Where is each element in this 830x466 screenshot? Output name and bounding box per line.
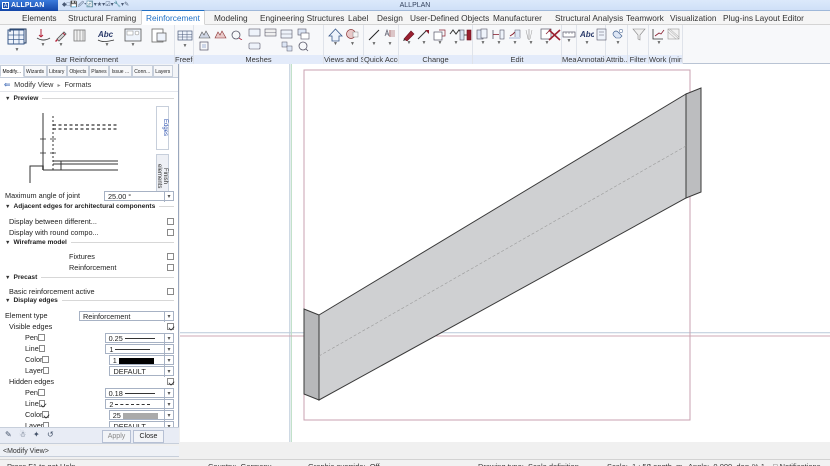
svg-text:Abc: Abc — [97, 30, 114, 39]
svg-text:Abc: Abc — [580, 30, 594, 39]
